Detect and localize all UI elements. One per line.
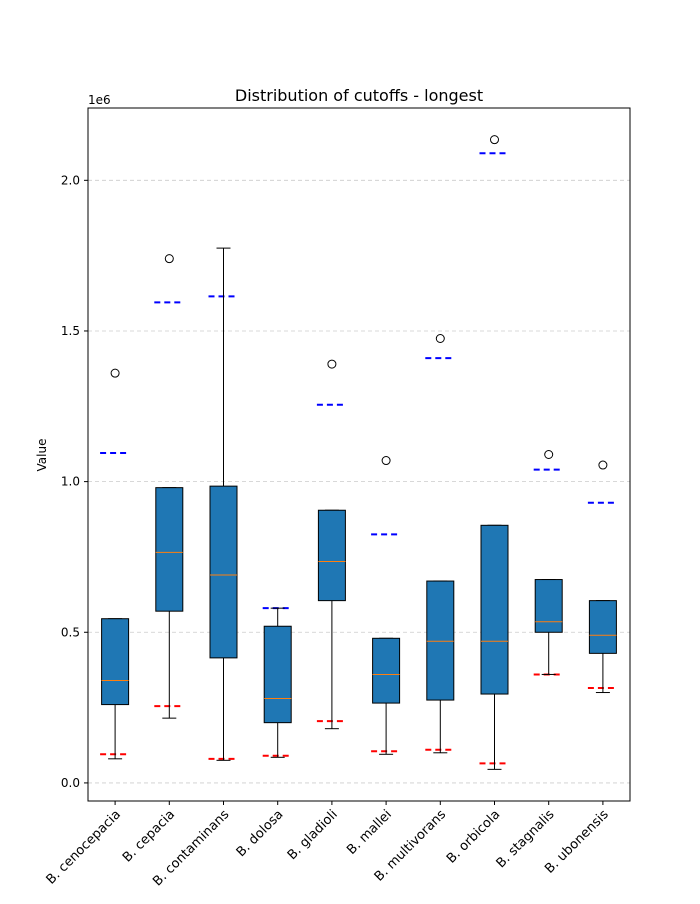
box-iqr xyxy=(209,485,238,659)
box-group xyxy=(155,254,184,719)
x-tick-label: B. orbicola xyxy=(444,807,503,866)
chart-title: Distribution of cutoffs - longest xyxy=(235,86,483,105)
y-tick-label: 0.5 xyxy=(61,625,80,639)
outlier-point xyxy=(598,460,608,470)
outlier-point xyxy=(435,333,445,343)
box-iqr xyxy=(588,600,617,654)
box-group xyxy=(372,456,401,755)
y-tick-label: 1.0 xyxy=(61,475,80,489)
box-iqr xyxy=(317,509,346,602)
outlier-point xyxy=(110,368,120,378)
outlier-point xyxy=(490,135,499,145)
box-iqr xyxy=(263,625,292,724)
x-tick-label: B. mallei xyxy=(344,807,395,858)
box-group xyxy=(426,333,455,754)
outlier-point xyxy=(327,359,337,369)
box-group xyxy=(101,368,130,760)
box-iqr xyxy=(155,487,184,612)
x-tick-label: B. gladioli xyxy=(285,807,341,863)
outlier-point xyxy=(164,254,174,264)
outlier-point xyxy=(544,450,554,459)
x-tick-label: B. cenocepacia xyxy=(44,807,124,887)
box-iqr xyxy=(372,637,401,704)
y-axis: 0.0 0.5 1.0 1.5 2.0 xyxy=(61,173,88,790)
box-group xyxy=(263,607,292,758)
box-iqr xyxy=(426,580,455,701)
box-group xyxy=(209,247,238,761)
box-iqr xyxy=(480,524,509,695)
y-tick-label: 0.0 xyxy=(61,776,80,790)
box-iqr xyxy=(534,579,563,633)
outlier-point xyxy=(381,456,391,466)
box-group xyxy=(480,135,509,770)
y-tick-label: 2.0 xyxy=(61,173,80,187)
y-axis-offset-label: 1e6 xyxy=(88,93,111,107)
y-axis-label: Value xyxy=(35,439,49,472)
box-group xyxy=(534,450,563,675)
boxes xyxy=(101,135,617,770)
x-tick-label: B. cepacia xyxy=(120,807,178,865)
box-group xyxy=(317,359,346,730)
plot-area-frame xyxy=(87,107,631,802)
reference-lines xyxy=(100,152,618,765)
y-tick-label: 1.5 xyxy=(61,324,80,338)
box-group xyxy=(588,460,617,694)
box-iqr xyxy=(101,618,130,706)
x-tick-label: B. dolosa xyxy=(234,807,287,860)
